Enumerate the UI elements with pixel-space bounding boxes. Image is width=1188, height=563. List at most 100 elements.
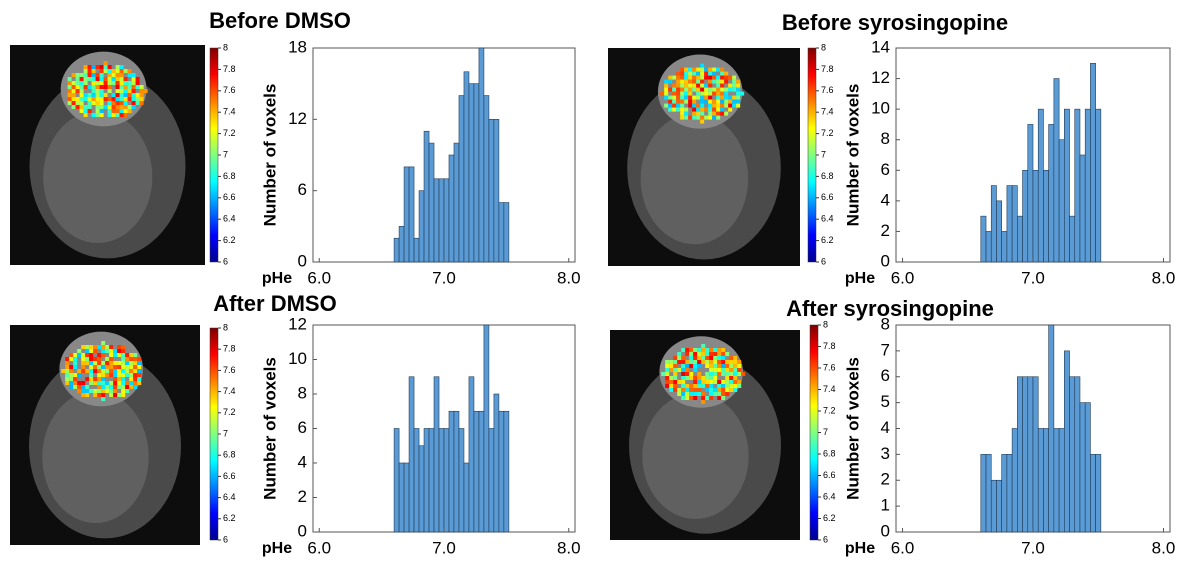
ph-voxel [701, 344, 706, 348]
ph-voxel [87, 73, 92, 77]
ph-voxel [101, 393, 106, 397]
ph-voxel [676, 91, 681, 96]
ph-voxel [109, 345, 114, 349]
bar [503, 410, 510, 533]
ph-voxel [681, 380, 686, 384]
colorbar-tick-label: 7.6 [821, 85, 834, 95]
ph-voxel [69, 365, 74, 369]
ph-voxel [107, 109, 112, 113]
y-axis-label: Number of voxels [260, 84, 279, 227]
ph-voxel [704, 91, 709, 96]
bar [413, 237, 420, 263]
ph-voxel [115, 65, 120, 69]
ph-voxel [93, 361, 98, 365]
ph-voxel [79, 101, 84, 105]
ph-voxel [75, 81, 80, 85]
y-tick-label: 0 [881, 521, 890, 540]
bar [428, 142, 435, 263]
ph-voxel [75, 97, 80, 101]
ph-voxel [717, 360, 722, 364]
ph-voxel [119, 113, 124, 117]
colorbar [209, 47, 219, 263]
ph-voxel [137, 361, 142, 365]
ph-voxel [95, 105, 100, 109]
ph-voxel [133, 357, 138, 361]
ph-voxel [111, 109, 116, 113]
ph-voxel [736, 83, 741, 88]
ph-voxel [119, 81, 124, 85]
ph-voxel [720, 83, 725, 88]
ph-voxel [681, 364, 686, 368]
ph-voxel [65, 365, 70, 369]
ph-voxel [75, 85, 80, 89]
mri-tissue [43, 111, 153, 243]
ph-voxel [87, 101, 92, 105]
ph-voxel [97, 377, 102, 381]
ph-voxel [95, 73, 100, 77]
colorbar-tick-label: 8 [821, 42, 826, 52]
ph-voxel [109, 361, 114, 365]
ph-voxel [121, 349, 126, 353]
ph-voxel [716, 79, 721, 84]
ph-voxel [143, 89, 148, 93]
ph-voxel [701, 392, 706, 396]
x-tick-label: 6.0 [891, 538, 915, 557]
ph-voxel [99, 89, 104, 93]
ph-voxel [77, 369, 82, 373]
ph-voxel [127, 89, 132, 93]
ph-voxel [729, 364, 734, 368]
ph-voxel [117, 373, 122, 377]
ph-voxel [97, 393, 102, 397]
ph-voxel [729, 384, 734, 388]
ph-voxel [113, 385, 118, 389]
ph-voxel [87, 77, 92, 81]
ph-voxel [97, 353, 102, 357]
bar [1074, 376, 1081, 533]
ph-voxel [129, 369, 134, 373]
colorbar-tick-label: 6 [223, 534, 228, 544]
ph-voxel [660, 91, 665, 96]
ph-voxel [696, 91, 701, 96]
ph-voxel [725, 376, 730, 380]
ph-voxel [709, 360, 714, 364]
ph-voxel [125, 373, 130, 377]
ph-voxel [673, 368, 678, 372]
ph-voxel [668, 79, 673, 84]
ph-voxel [121, 393, 126, 397]
ph-voxel [115, 105, 120, 109]
colorbar [807, 47, 817, 263]
ph-voxel [91, 97, 96, 101]
ph-voxel [668, 103, 673, 108]
ph-voxel [79, 81, 84, 85]
bar [1032, 376, 1039, 533]
ph-voxel [704, 115, 709, 120]
ph-voxel [669, 364, 674, 368]
mri-tissue [42, 391, 149, 523]
ph-voxel [681, 392, 686, 396]
ph-voxel [129, 381, 134, 385]
ph-voxel [697, 356, 702, 360]
ph-voxel [69, 353, 74, 357]
ph-voxel [668, 87, 673, 92]
ph-voxel [111, 93, 116, 97]
ph-voxel [113, 365, 118, 369]
ph-voxel [121, 381, 126, 385]
bar [443, 428, 450, 533]
ph-voxel [669, 384, 674, 388]
ph-map [67, 61, 148, 117]
ph-voxel [87, 109, 92, 113]
y-tick-label: 10 [288, 349, 307, 368]
ph-voxel [737, 360, 742, 364]
ph-voxel [720, 99, 725, 104]
ph-voxel [721, 392, 726, 396]
ph-voxel [103, 81, 108, 85]
ph-voxel [125, 369, 130, 373]
colorbar-tick-label: 6.4 [223, 492, 236, 502]
ph-voxel [708, 91, 713, 96]
ph-voxel [83, 109, 88, 113]
bar [996, 479, 1002, 533]
ph-voxel [133, 381, 138, 385]
ph-voxel [109, 369, 114, 373]
ph-voxel [81, 365, 86, 369]
bar [1001, 454, 1008, 533]
